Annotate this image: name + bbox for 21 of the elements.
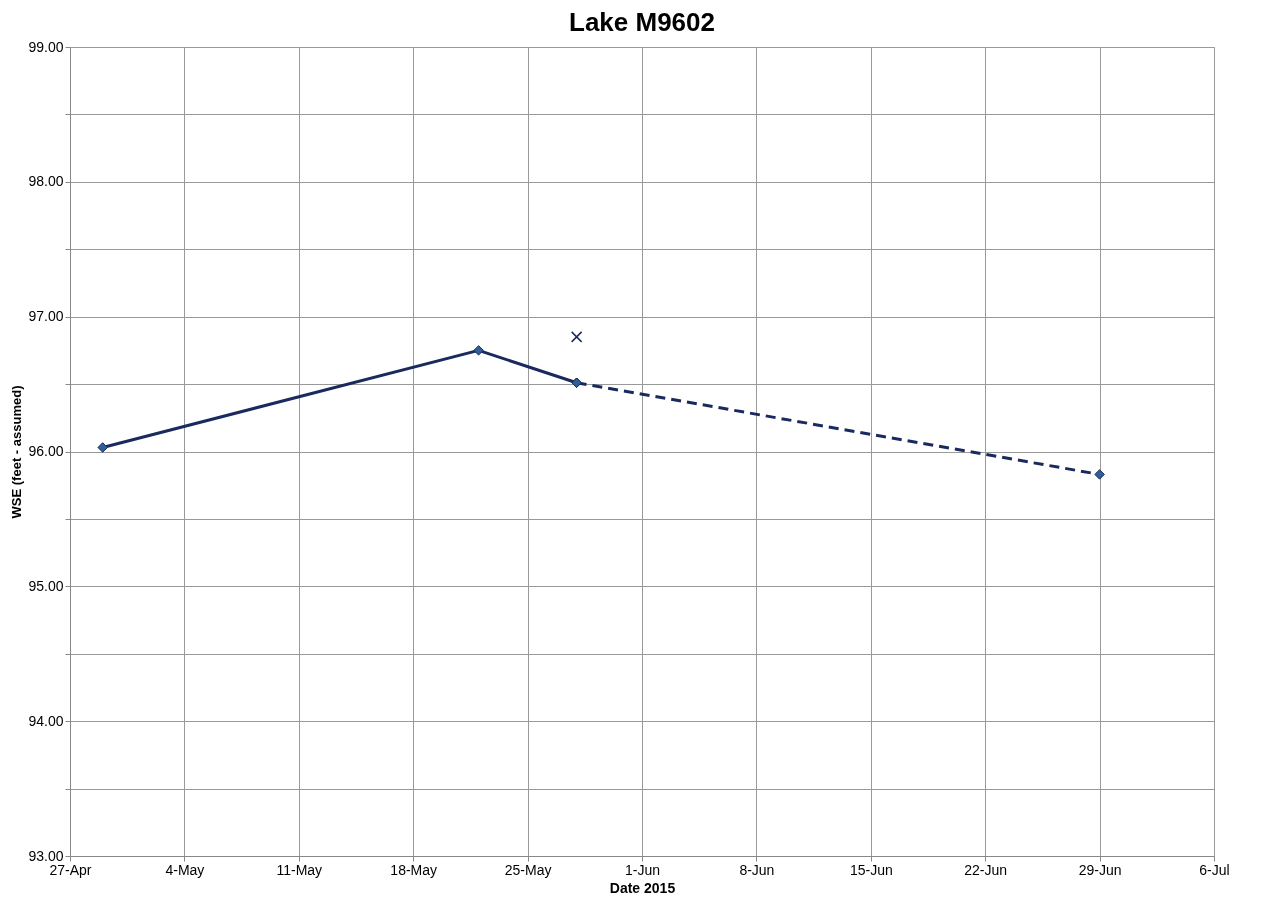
x-axis-title: Date 2015 [609, 879, 676, 896]
x-tick-label: 22-Jun [964, 861, 1008, 878]
y-tick-label: 94.00 [28, 712, 64, 729]
x-tick-label: 18-May [390, 861, 438, 878]
x-tick-label: 4-May [165, 861, 205, 878]
y-tick-label: 96.00 [28, 443, 64, 459]
x-tick-label: 27-Apr [49, 861, 92, 878]
x-tick-label: 6-Jul [1199, 861, 1230, 878]
x-tick-label: 15-Jun [849, 861, 893, 878]
x-tick-label: 29-Jun [1078, 861, 1122, 878]
y-tick-label: 99.00 [28, 38, 64, 55]
y-tick-label: 98.00 [28, 173, 64, 190]
y-axis-title: WSE (feet - assumed) [9, 385, 25, 519]
y-tick-label: 97.00 [28, 308, 64, 325]
x-tick-label: 11-May [276, 861, 323, 878]
x-tick-label: 25-May [504, 861, 552, 878]
x-tick-label: 8-Jun [739, 861, 775, 878]
x-tick-label: 1-Jun [624, 861, 661, 878]
chart-title: Lake M9602 [569, 7, 715, 37]
y-tick-label: 95.00 [28, 577, 64, 594]
y-tick-label: 93.00 [28, 847, 64, 864]
